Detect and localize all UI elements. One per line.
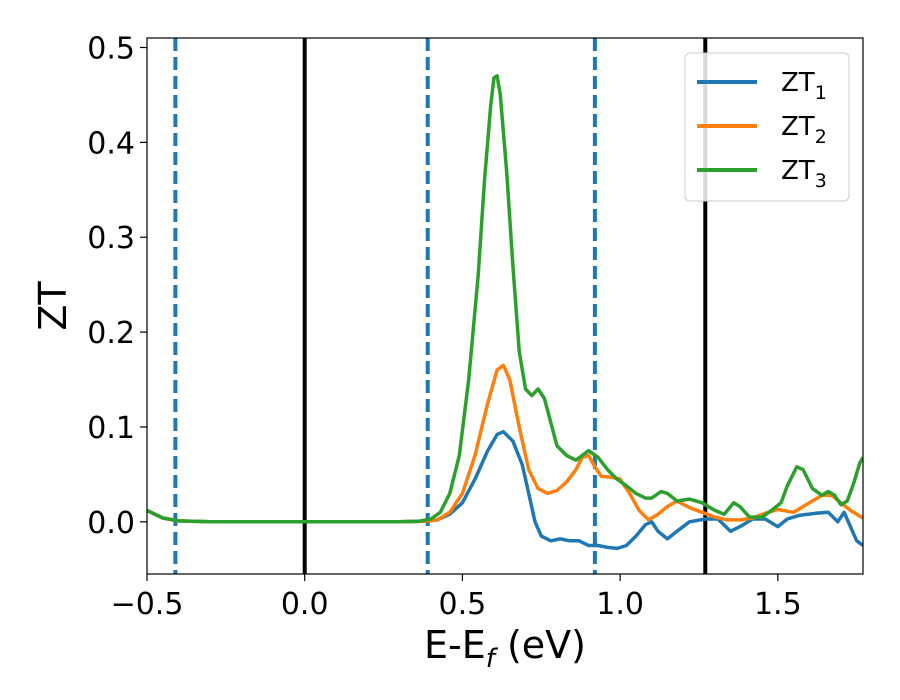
y-tick-label: 0.5 <box>87 31 135 66</box>
x-axis-title: E-Ef (eV) <box>424 623 586 674</box>
legend-box <box>684 52 850 202</box>
y-tick-label: 0.2 <box>87 316 135 351</box>
plot-frame <box>146 37 864 575</box>
x-tick-label: −0.5 <box>111 587 184 622</box>
y-axis-title: ZT <box>31 281 75 331</box>
legend-label-zt1: ZT1 <box>781 68 827 104</box>
x-tick-label: 0.0 <box>281 587 329 622</box>
y-tick-label: 0.1 <box>87 411 135 446</box>
series-line-zt2 <box>147 363 863 524</box>
legend-label-zt2: ZT2 <box>781 112 827 148</box>
series-line-zt3 <box>147 74 863 524</box>
x-tick-label: 0.5 <box>439 587 487 622</box>
y-tick-label: 0.3 <box>87 221 135 256</box>
legend-label-zt3: ZT3 <box>781 156 827 192</box>
y-tick-label: 0.0 <box>87 506 135 541</box>
y-tick-label: 0.4 <box>87 126 135 161</box>
legend: ZT1 ZT2 ZT3 <box>684 52 850 202</box>
x-tick-label: 1.5 <box>754 587 802 622</box>
series-line-zt1 <box>147 429 863 551</box>
x-tick-label: 1.0 <box>596 587 644 622</box>
